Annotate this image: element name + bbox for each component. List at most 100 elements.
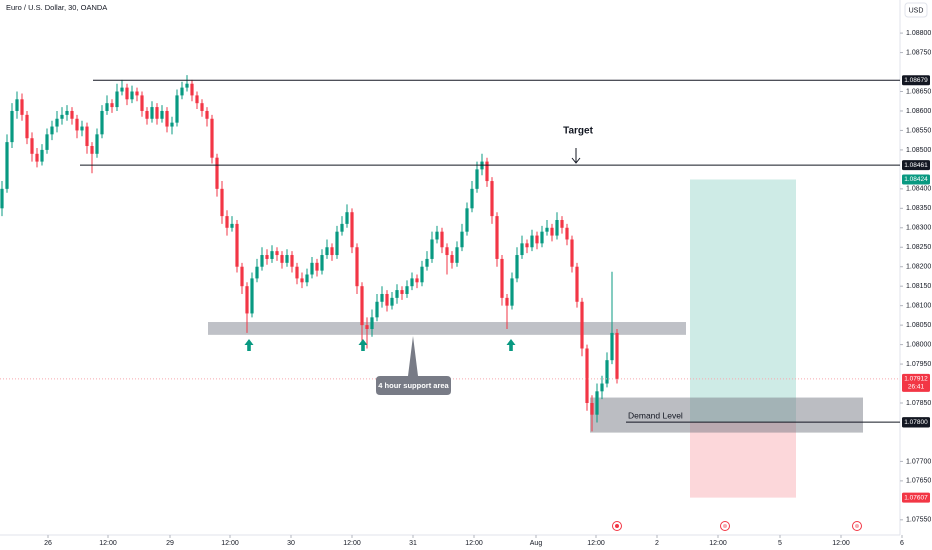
y-tick-label: 1.08300 bbox=[906, 225, 931, 232]
candle-body bbox=[240, 266, 244, 287]
candle-body bbox=[120, 87, 124, 92]
y-tick-label: 1.08550 bbox=[906, 127, 931, 134]
candle-body bbox=[325, 247, 329, 256]
candle-body bbox=[295, 266, 299, 279]
support-label: 4 hour support area bbox=[378, 381, 449, 390]
candle-body bbox=[225, 216, 229, 228]
candle-body bbox=[165, 110, 169, 127]
candle-body bbox=[115, 91, 119, 108]
candle-body bbox=[35, 153, 39, 162]
candle-body bbox=[560, 219, 564, 228]
candle-body bbox=[285, 255, 289, 263]
candle-body bbox=[110, 103, 114, 108]
candle-body bbox=[450, 255, 454, 263]
candle-body bbox=[25, 114, 29, 139]
candle-body bbox=[145, 110, 149, 119]
candle-body bbox=[520, 243, 524, 256]
x-tick-label: Aug bbox=[530, 540, 543, 547]
up-arrow bbox=[244, 339, 254, 351]
candle-body bbox=[600, 383, 604, 392]
candle-body bbox=[270, 251, 274, 259]
candle-body bbox=[420, 266, 424, 283]
x-tick-label: 12:00 bbox=[99, 540, 117, 547]
candle-body bbox=[305, 274, 309, 283]
candle-body bbox=[65, 110, 69, 115]
candle-body bbox=[205, 110, 209, 119]
candle-body bbox=[475, 169, 479, 189]
y-tick-label: 1.08350 bbox=[906, 205, 931, 212]
candle-body bbox=[160, 110, 164, 119]
y-tick-label: 1.08100 bbox=[906, 303, 931, 310]
y-tick-label: 1.07700 bbox=[906, 458, 931, 465]
target-label: Target bbox=[563, 126, 593, 137]
candle-body bbox=[170, 122, 174, 127]
candle-body bbox=[555, 219, 559, 236]
y-tick-label: 1.07850 bbox=[906, 400, 931, 407]
candle-body bbox=[255, 266, 259, 279]
x-tick-label: 12:00 bbox=[709, 540, 727, 547]
zone bbox=[590, 397, 863, 433]
candle-body bbox=[220, 188, 224, 217]
x-tick-label: 31 bbox=[409, 540, 417, 547]
candle-body bbox=[360, 286, 364, 326]
candle-body bbox=[355, 247, 359, 287]
candle-body bbox=[365, 325, 369, 330]
candle-body bbox=[280, 255, 284, 263]
candle-body bbox=[100, 110, 104, 135]
candle-body bbox=[230, 223, 234, 228]
up-arrow bbox=[358, 339, 368, 351]
candle-body bbox=[610, 332, 614, 361]
x-tick-label: 29 bbox=[166, 540, 174, 547]
loss-zone bbox=[690, 422, 796, 498]
price-tag bbox=[902, 373, 930, 392]
candle-body bbox=[350, 212, 354, 248]
price-tag-label: 1.08424 bbox=[904, 176, 928, 183]
currency-button[interactable] bbox=[904, 2, 928, 18]
profit-zone bbox=[690, 179, 796, 423]
candle-body bbox=[190, 83, 194, 96]
price-tag-label: 1.07607 bbox=[904, 494, 928, 501]
y-tick-label: 1.08050 bbox=[906, 322, 931, 329]
candle-body bbox=[605, 360, 609, 384]
candle-body bbox=[20, 99, 24, 115]
candle-body bbox=[380, 293, 384, 302]
y-tick-label: 1.08500 bbox=[906, 147, 931, 154]
candle-body bbox=[340, 223, 344, 232]
zone bbox=[208, 322, 686, 335]
candle-body bbox=[385, 293, 389, 306]
price-tag bbox=[902, 492, 930, 503]
candle-body bbox=[470, 188, 474, 209]
candle-body bbox=[465, 208, 469, 232]
candle-body bbox=[275, 251, 279, 256]
candle-body bbox=[540, 231, 544, 244]
y-tick-label: 1.07650 bbox=[906, 478, 931, 485]
candle-body bbox=[195, 95, 199, 104]
y-tick-label: 1.07950 bbox=[906, 361, 931, 368]
up-arrow bbox=[506, 339, 516, 351]
candle-body bbox=[185, 83, 189, 88]
candle-body bbox=[250, 278, 254, 314]
currency-label[interactable]: USD bbox=[909, 7, 924, 14]
candle-body bbox=[130, 91, 134, 100]
support-callout bbox=[376, 336, 451, 395]
target-arrow bbox=[571, 148, 581, 164]
candle-body bbox=[10, 110, 14, 143]
candle-body bbox=[575, 266, 579, 302]
x-tick-label: 12:00 bbox=[587, 540, 605, 547]
x-tick-label: 26 bbox=[44, 540, 52, 547]
candle-body bbox=[430, 239, 434, 259]
candle-body bbox=[585, 348, 589, 404]
candle-body bbox=[510, 278, 514, 306]
candle-body bbox=[460, 231, 464, 248]
candle-body bbox=[515, 255, 519, 279]
price-tag bbox=[902, 75, 930, 86]
candle-body bbox=[200, 103, 204, 111]
candle-body bbox=[425, 258, 429, 267]
candle-body bbox=[15, 99, 19, 111]
candle-body bbox=[445, 247, 449, 256]
y-tick-label: 1.08800 bbox=[906, 30, 931, 37]
candle-body bbox=[435, 231, 439, 240]
candle-body bbox=[105, 103, 109, 111]
candle-body bbox=[175, 95, 179, 123]
